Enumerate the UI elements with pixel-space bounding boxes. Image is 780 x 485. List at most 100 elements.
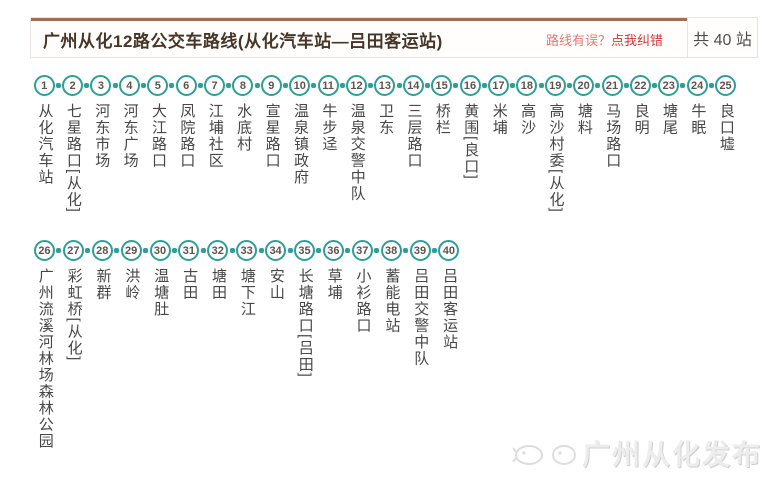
station-stop[interactable]: 4 河东广场 xyxy=(115,75,147,213)
station-stop[interactable]: 25 良口墟 xyxy=(711,75,739,213)
station-name: 吕田客运站 xyxy=(441,268,459,351)
report-error-link[interactable]: 路线有误？点我纠错 xyxy=(546,30,663,49)
station-name: 吕田交警中队 xyxy=(412,268,430,367)
station-stop[interactable]: 33 塘下江 xyxy=(232,240,264,450)
station-stop[interactable]: 38 蓄能电站 xyxy=(377,240,409,450)
station-number-circle: 38 xyxy=(380,240,402,261)
connector-dot-icon xyxy=(112,83,118,88)
station-name: 安山 xyxy=(267,268,285,301)
station-stop[interactable]: 16 黄围[良口] xyxy=(456,75,487,213)
station-stop[interactable]: 20 塘料 xyxy=(569,75,601,213)
station-name: 彩虹桥[从化] xyxy=(65,268,83,362)
route-header-main: 广州从化12路公交车路线(从化汽车站—吕田客运站) 路线有误？点我纠错 xyxy=(31,18,687,57)
station-stop[interactable]: 10 温泉镇政府 xyxy=(286,75,317,213)
station-stop[interactable]: 39 吕田交警中队 xyxy=(406,240,437,450)
connector-dot-icon xyxy=(453,83,459,88)
route-row-1: 1 从化汽车站 2 七星路口[从化] 3 河东市场 4 河东广场 5 大江路口 xyxy=(30,75,740,213)
station-stop[interactable]: 15 桥栏 xyxy=(427,75,459,213)
station-stop[interactable]: 26 广州流溪河林场森林公园 xyxy=(30,240,62,450)
connector-dot-icon xyxy=(316,248,322,253)
station-stop[interactable]: 12 温泉交警中队 xyxy=(342,75,374,213)
station-stop[interactable]: 32 塘田 xyxy=(203,240,235,450)
connector-dot-icon xyxy=(708,83,714,88)
station-name: 长塘路口[吕田] xyxy=(296,268,314,379)
station-stop[interactable]: 14 三层路口 xyxy=(399,75,430,213)
station-number-circle: 5 xyxy=(147,75,169,96)
station-stop[interactable]: 29 洪岭 xyxy=(117,240,149,450)
station-stop[interactable]: 21 马场路口 xyxy=(598,75,629,213)
station-stop[interactable]: 34 安山 xyxy=(261,240,293,450)
station-name: 凤院路口 xyxy=(178,103,196,169)
station-stop[interactable]: 24 牛眠 xyxy=(683,75,714,213)
station-name: 江埔社区 xyxy=(206,103,224,169)
station-number-circle: 11 xyxy=(317,75,339,96)
station-stop[interactable]: 5 大江路口 xyxy=(144,75,175,213)
report-error-action: 点我纠错 xyxy=(610,32,663,48)
station-number-circle: 39 xyxy=(409,240,431,261)
connector-dot-icon xyxy=(283,83,289,88)
station-number-circle: 24 xyxy=(686,75,708,96)
station-number-circle: 28 xyxy=(91,240,113,261)
connector-dot-icon xyxy=(169,83,175,88)
station-stop[interactable]: 2 七星路口[从化] xyxy=(58,75,90,213)
station-stop[interactable]: 31 古田 xyxy=(174,240,206,450)
station-number-circle: 1 xyxy=(33,75,55,96)
station-name: 河东市场 xyxy=(93,103,111,169)
connector-dot-icon xyxy=(311,83,317,88)
station-stop[interactable]: 11 牛步迳 xyxy=(314,75,345,213)
station-stop[interactable]: 37 小衫路口 xyxy=(348,240,380,450)
station-stop[interactable]: 23 塘尾 xyxy=(655,75,686,213)
station-name: 良明 xyxy=(632,103,650,136)
station-name: 高沙村委[从化] xyxy=(547,103,565,214)
station-stop[interactable]: 28 新群 xyxy=(88,240,120,450)
station-stop[interactable]: 18 高沙 xyxy=(513,75,544,213)
station-stop[interactable]: 22 良明 xyxy=(626,75,658,213)
station-number-circle: 7 xyxy=(204,75,226,96)
station-number-circle: 34 xyxy=(265,240,287,261)
station-number-circle: 27 xyxy=(62,240,84,261)
station-stop[interactable]: 6 凤院路口 xyxy=(172,75,203,213)
station-name: 牛步迳 xyxy=(320,103,338,153)
connector-dot-icon xyxy=(538,83,544,88)
station-stop[interactable]: 9 宣星路口 xyxy=(257,75,289,213)
station-stop[interactable]: 1 从化汽车站 xyxy=(30,75,61,213)
connector-dot-icon xyxy=(368,83,374,88)
station-stop[interactable]: 40 吕田客运站 xyxy=(434,240,463,450)
station-name: 米埔 xyxy=(490,103,508,136)
station-stop[interactable]: 3 河东市场 xyxy=(87,75,118,213)
connector-dot-icon xyxy=(143,248,149,253)
station-number-circle: 4 xyxy=(118,75,140,96)
station-stop[interactable]: 30 温塘肚 xyxy=(146,240,177,450)
station-stop[interactable]: 17 米埔 xyxy=(484,75,516,213)
station-name: 蓄能电站 xyxy=(383,268,401,334)
station-number-circle: 16 xyxy=(459,75,481,96)
connector-dot-icon xyxy=(141,83,147,88)
connector-dot-icon xyxy=(680,83,686,88)
watermark-text: 广州从化发布 xyxy=(581,439,762,470)
station-stop[interactable]: 27 彩虹桥[从化] xyxy=(59,240,91,450)
connector-dot-icon xyxy=(200,248,206,253)
watermark-mascot-icon xyxy=(551,445,576,465)
route-row-2: 26 广州流溪河林场森林公园 27 彩虹桥[从化] 28 新群 29 洪岭 30… xyxy=(30,240,463,450)
connector-dot-icon xyxy=(566,83,572,88)
station-stop[interactable]: 7 江埔社区 xyxy=(200,75,232,213)
station-name: 从化汽车站 xyxy=(36,103,54,186)
station-name: 大江路口 xyxy=(150,103,167,169)
connector-dot-icon xyxy=(114,248,120,253)
connector-dot-icon xyxy=(623,83,629,88)
station-name: 塘料 xyxy=(575,103,593,136)
station-stop[interactable]: 19 高沙村委[从化] xyxy=(541,75,572,214)
station-stop[interactable]: 36 草埔 xyxy=(319,240,351,450)
station-stop[interactable]: 8 水底村 xyxy=(229,75,260,213)
station-number-circle: 40 xyxy=(438,240,460,261)
station-stop[interactable]: 35 长塘路口[吕田] xyxy=(290,240,322,450)
connector-dot-icon xyxy=(254,83,260,88)
station-number-circle: 33 xyxy=(236,240,258,261)
connector-dot-icon xyxy=(424,83,430,88)
station-stop[interactable]: 13 卫东 xyxy=(371,75,402,213)
station-name: 黄围[良口] xyxy=(462,103,480,181)
station-number-circle: 25 xyxy=(715,75,737,96)
station-number-circle: 17 xyxy=(487,75,509,96)
station-number-circle: 6 xyxy=(175,75,197,96)
total-stations-badge: 共 40 站 xyxy=(687,18,757,57)
